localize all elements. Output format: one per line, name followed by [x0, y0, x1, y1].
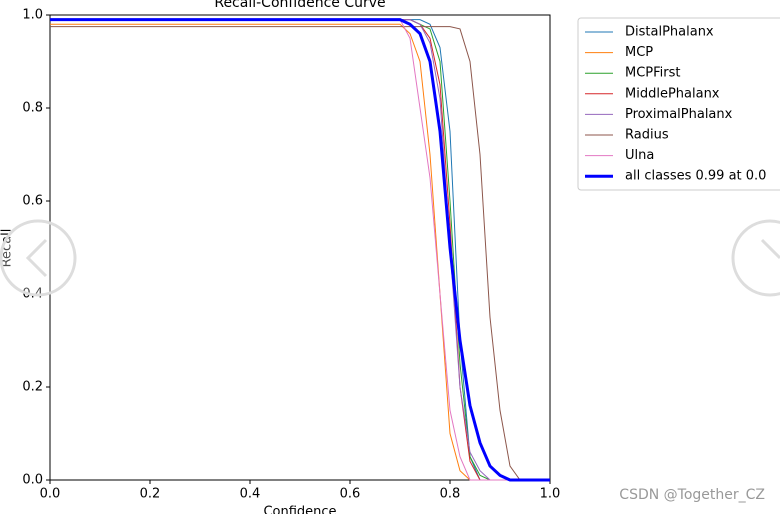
y-tick-label: 0.8 — [22, 101, 43, 116]
series-line — [50, 19, 550, 481]
series-line — [50, 23, 550, 481]
legend-label: MCP — [625, 45, 653, 60]
legend-label: DistalPhalanx — [625, 25, 714, 40]
watermark: CSDN @Together_CZ — [619, 487, 765, 503]
legend-label: MCPFirst — [625, 66, 681, 81]
y-tick-label: 0.6 — [22, 194, 43, 209]
series-line — [50, 19, 550, 481]
x-tick-label: 0.0 — [40, 487, 61, 502]
x-tick-label: 0.8 — [440, 487, 461, 502]
series-line — [50, 18, 550, 482]
y-tick-label: 0.2 — [22, 380, 43, 395]
chart-title: Recall-Confidence Curve — [214, 0, 385, 11]
legend-label: Radius — [625, 128, 669, 143]
x-tick-label: 0.6 — [340, 487, 361, 502]
legend-box — [577, 17, 780, 191]
series-line — [50, 26, 550, 481]
carousel-next[interactable] — [731, 219, 780, 297]
legend-label: MiddlePhalanx — [625, 86, 720, 101]
x-axis-label: Confidence — [263, 505, 336, 514]
x-tick-label: 1.0 — [540, 487, 561, 502]
series-line — [50, 19, 550, 481]
next-arrow — [760, 238, 780, 260]
legend-label: all classes 0.99 at 0.0 — [625, 169, 766, 184]
legend-label: Ulna — [625, 148, 654, 163]
y-tick-label: 0.0 — [22, 473, 43, 488]
x-tick-label: 0.4 — [240, 487, 261, 502]
series-line — [50, 19, 550, 481]
legend-label: ProximalPhalanx — [625, 107, 733, 122]
plot-frame — [49, 14, 551, 481]
plot-area: 0.00.20.40.60.81.00.00.20.40.60.81.0Dist… — [22, 8, 766, 502]
y-axis-label: Recall — [0, 229, 15, 268]
y-tick-label: 1.0 — [22, 8, 43, 23]
series-line — [50, 19, 550, 481]
carousel-prev[interactable] — [0, 219, 77, 297]
prev-arrow — [25, 238, 48, 278]
x-tick-label: 0.2 — [140, 487, 161, 502]
